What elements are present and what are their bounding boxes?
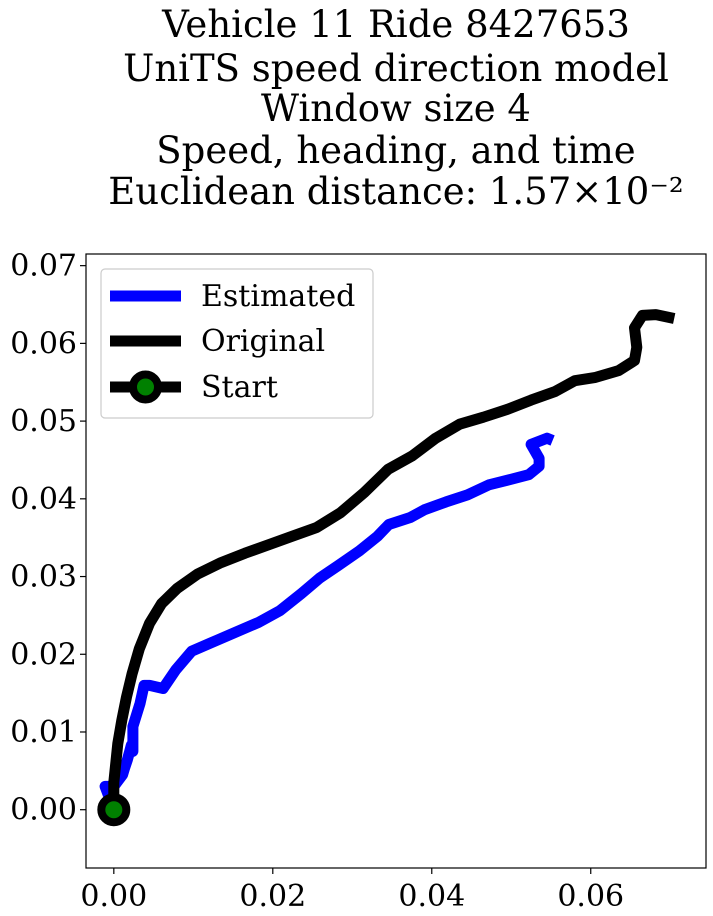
y-tick-label: 0.06 bbox=[10, 326, 77, 361]
legend-label-original: Original bbox=[201, 324, 325, 359]
legend-label-start: Start bbox=[201, 370, 278, 405]
chart-title-line: Euclidean distance: 1.57×10⁻² bbox=[108, 170, 683, 213]
start-marker bbox=[97, 793, 131, 827]
legend-box bbox=[100, 268, 374, 419]
y-tick-label: 0.04 bbox=[10, 482, 77, 517]
x-tick-label: 0.04 bbox=[398, 879, 465, 914]
legend-start-marker bbox=[129, 370, 162, 404]
chart-title-line: UniTS speed direction model bbox=[123, 47, 669, 90]
y-tick-label: 0.00 bbox=[10, 793, 77, 828]
y-tick-label: 0.07 bbox=[10, 249, 77, 284]
x-tick-label: 0.06 bbox=[557, 879, 624, 914]
plot-frame bbox=[85, 253, 707, 869]
legend: Estimated Original Start bbox=[100, 268, 374, 419]
y-tick-label: 0.03 bbox=[10, 560, 77, 595]
x-tick-label: 0.02 bbox=[239, 879, 306, 914]
y-tick-label: 0.05 bbox=[10, 404, 77, 439]
chart-title-line: Speed, heading, and time bbox=[156, 129, 635, 172]
series-line-original bbox=[108, 309, 676, 810]
y-tick-label: 0.02 bbox=[10, 637, 77, 672]
x-axis: 0.00 0.02 0.04 0.06 bbox=[80, 868, 624, 914]
series-line-estimated bbox=[99, 432, 555, 812]
chart-title-line: Window size 4 bbox=[261, 87, 531, 130]
legend-label-estimated: Estimated bbox=[201, 279, 355, 314]
y-axis: 0.00 0.01 0.02 0.03 0.04 0.05 0.06 0.07 bbox=[10, 249, 86, 828]
y-tick-label: 0.01 bbox=[10, 715, 77, 750]
x-tick-label: 0.00 bbox=[80, 879, 147, 914]
plot-series bbox=[97, 309, 676, 827]
chart-title-line: Vehicle 11 Ride 8427653 bbox=[161, 3, 630, 46]
